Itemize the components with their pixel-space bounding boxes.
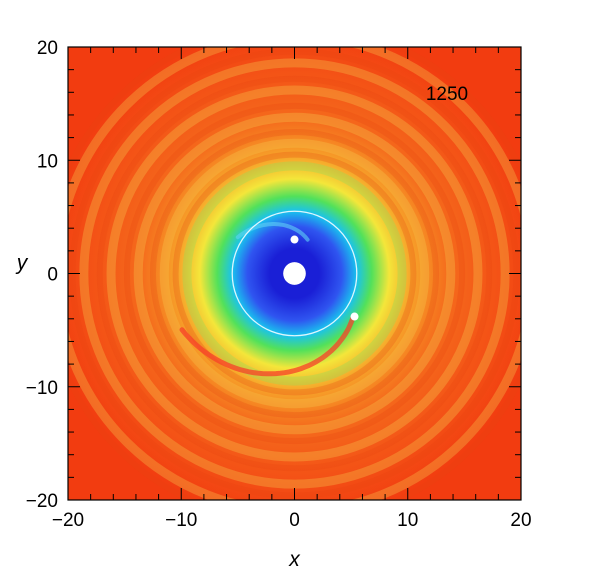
x-tick-label: 0: [289, 510, 300, 531]
planet-marker: [350, 312, 359, 321]
spiral-arm: [179, 313, 356, 377]
time-annotation: 1250: [426, 84, 468, 105]
orbit-circle: [231, 210, 358, 337]
y-tick-label: 0: [47, 265, 58, 286]
density-ring-trough: [172, 151, 417, 396]
plot-area: [68, 47, 521, 500]
density-rings: [68, 47, 521, 500]
axis-ticks: [67, 46, 522, 501]
y-tick-label: −20: [26, 491, 58, 512]
density-ring: [133, 112, 456, 435]
x-axis-label: x: [288, 548, 301, 571]
y-tick-label: 10: [37, 151, 58, 172]
x-tick-label: 20: [510, 510, 531, 531]
y-tick-label: 20: [37, 38, 58, 59]
y-tick-label: −10: [26, 378, 58, 399]
density-ring-trough: [149, 128, 440, 419]
density-ring: [79, 58, 510, 489]
x-tick-label: −20: [52, 510, 84, 531]
x-tick-label: 10: [397, 510, 418, 531]
planets: [290, 235, 359, 321]
tick-labels: −20 −10 0 10 20 −20 −10 0 10 20: [26, 38, 532, 531]
density-ring-trough: [123, 102, 466, 445]
density-ring: [159, 138, 430, 409]
density-ring: [106, 85, 483, 462]
density-ring-trough: [96, 75, 493, 472]
central-star: [283, 262, 306, 285]
x-tick-label: −10: [165, 510, 197, 531]
density-ring: [182, 161, 407, 386]
y-axis-label: y: [15, 252, 29, 275]
planet-marker: [290, 235, 299, 244]
